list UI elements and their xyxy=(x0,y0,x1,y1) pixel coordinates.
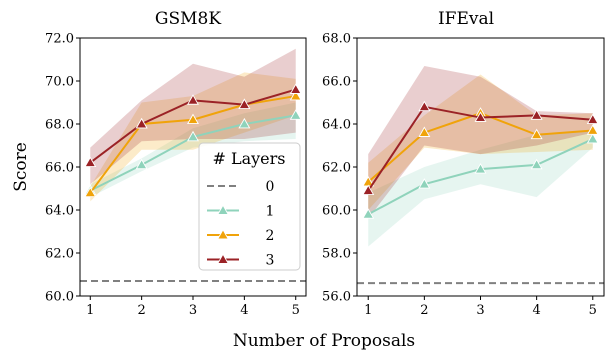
panel-title-ifeval: IFEval xyxy=(438,9,494,29)
data-point-layers-1 xyxy=(187,130,199,142)
data-point-layers-2 xyxy=(418,126,431,137)
confidence-band-layers-2 xyxy=(368,74,593,210)
data-point-layers-1 xyxy=(530,158,543,170)
legend-marker-layers-1 xyxy=(217,204,229,215)
x-tick-label: 1 xyxy=(364,303,372,318)
legend-marker-layers-3 xyxy=(217,253,229,264)
y-tick-label: 64.0 xyxy=(45,204,74,219)
data-point-layers-3 xyxy=(530,109,543,120)
y-tick-label: 72.0 xyxy=(45,32,74,47)
data-point-layers-1 xyxy=(362,208,375,219)
legend: # Layers 0 1 2 3 xyxy=(198,142,301,271)
y-tick-label: 68.0 xyxy=(322,32,351,47)
y-axis-label: Score xyxy=(11,142,31,192)
data-point-layers-3 xyxy=(135,117,148,129)
legend-label: 2 xyxy=(266,228,275,244)
x-tick-label: 4 xyxy=(240,303,248,318)
data-point-layers-2 xyxy=(530,128,543,140)
legend-label: 3 xyxy=(266,253,275,269)
chart-panel-ifeval: 56.0 58.0 60.0 62.0 64.0 66.0 68.0 1 2 3 4 5 xyxy=(322,32,605,318)
data-point-layers-1 xyxy=(586,132,599,144)
x-tick-label: 5 xyxy=(292,303,300,318)
data-point-layers-1 xyxy=(238,117,251,129)
data-point-layers-1 xyxy=(418,178,431,189)
x-axis-label: Number of Proposals xyxy=(233,331,415,351)
data-point-layers-3 xyxy=(586,113,599,125)
chart-panel-gsm8k: 60.0 62.0 64.0 66.0 68.0 70.0 72.0 1 2 3 4 5 xyxy=(45,32,307,318)
y-tick-label: 66.0 xyxy=(322,75,351,90)
data-point-layers-2 xyxy=(84,186,97,198)
data-point-layers-3 xyxy=(289,83,302,94)
data-point-layers-2 xyxy=(289,89,302,101)
y-tick-label: 70.0 xyxy=(45,75,74,90)
y-tick-label: 62.0 xyxy=(45,247,74,262)
legend-marker-layers-2 xyxy=(217,228,229,240)
y-tick-label: 60.0 xyxy=(322,204,351,219)
y-tick-label: 62.0 xyxy=(322,161,351,176)
x-tick-label: 2 xyxy=(137,303,145,318)
data-point-layers-3 xyxy=(187,94,199,105)
data-point-layers-3 xyxy=(362,184,375,196)
x-tick-label: 2 xyxy=(420,303,428,318)
y-tick-label: 64.0 xyxy=(322,118,351,133)
x-tick-label: 4 xyxy=(532,303,540,318)
y-tick-label: 68.0 xyxy=(45,118,74,133)
x-tick-label: 1 xyxy=(86,303,94,318)
data-point-layers-2 xyxy=(586,124,599,135)
x-tick-label: 3 xyxy=(189,303,197,318)
data-point-layers-2 xyxy=(187,113,199,125)
data-point-layers-3 xyxy=(84,156,97,168)
data-point-layers-3 xyxy=(238,98,251,110)
x-tick-label: 3 xyxy=(476,303,484,318)
legend-label: 1 xyxy=(266,204,275,220)
data-point-layers-1 xyxy=(289,109,302,120)
y-tick-label: 56.0 xyxy=(322,290,351,305)
y-tick-label: 58.0 xyxy=(322,247,351,262)
data-point-layers-1 xyxy=(474,163,487,174)
legend-title: # Layers xyxy=(212,149,285,168)
data-point-layers-1 xyxy=(135,158,148,170)
y-tick-label: 60.0 xyxy=(45,290,74,305)
data-point-layers-3 xyxy=(474,111,487,122)
panel-title-gsm8k: GSM8K xyxy=(155,9,221,29)
x-tick-label: 5 xyxy=(589,303,597,318)
data-point-layers-3 xyxy=(418,100,431,112)
legend-label: 0 xyxy=(266,179,275,195)
y-tick-label: 66.0 xyxy=(45,161,74,176)
